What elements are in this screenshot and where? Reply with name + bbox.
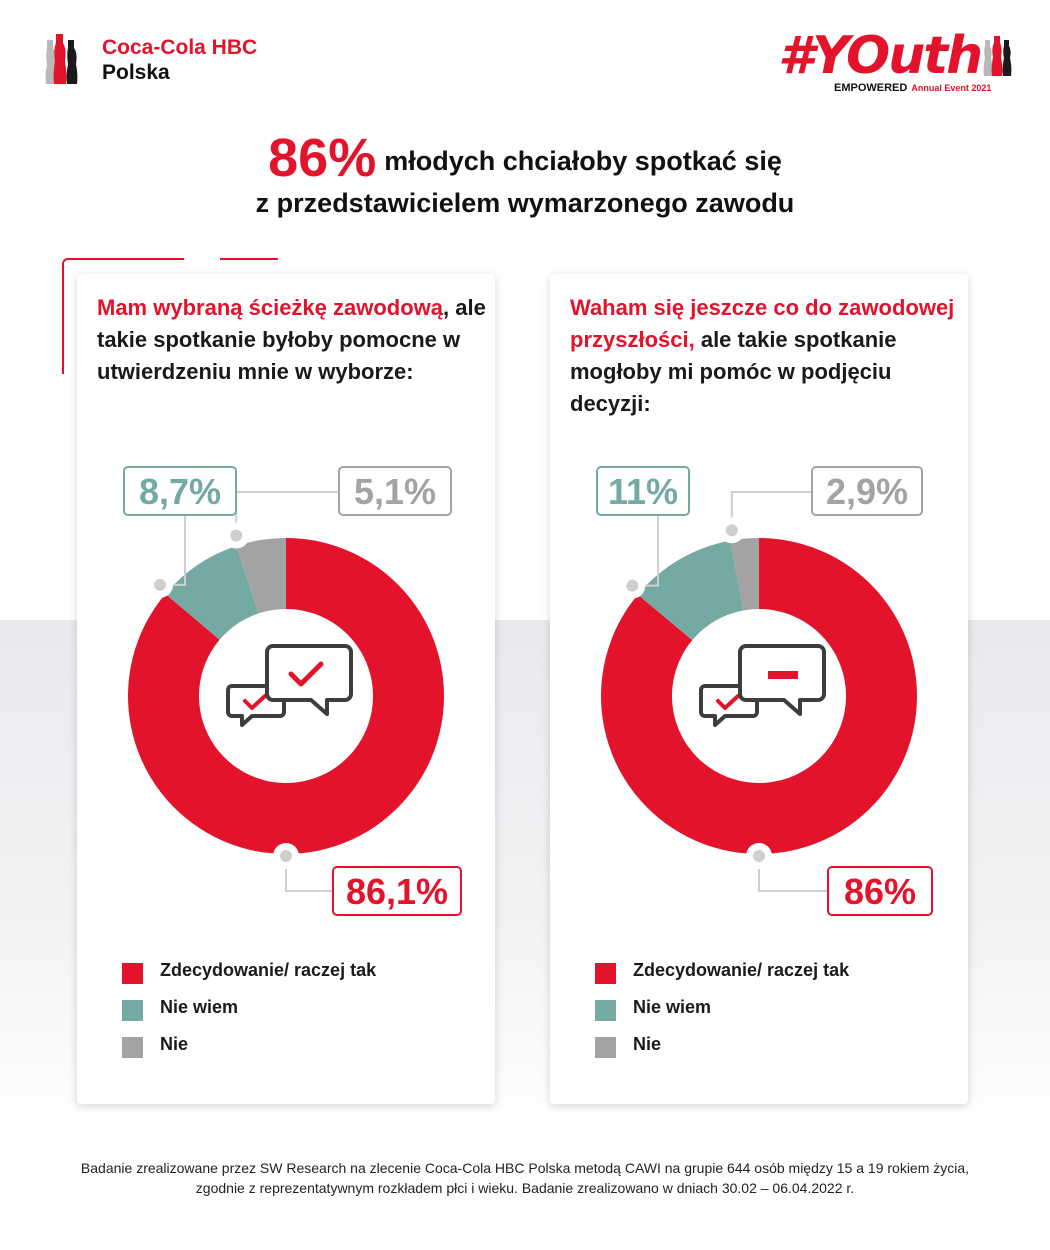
label-no-box bbox=[338, 466, 452, 516]
headline-line2: z przedstawicielem wymarzonego zawodu bbox=[255, 188, 795, 218]
youth-logo-sub: EMPOWERED Annual Event 2021 bbox=[834, 82, 992, 94]
legend-swatch-red bbox=[595, 963, 616, 984]
card-2-title-highlight: Waham się jeszcze co do zawodowej przysz… bbox=[570, 295, 955, 352]
card-1-title-rest: , ale takie spotkanie byłoby pomocne w u… bbox=[97, 295, 486, 384]
donut-slice-no bbox=[236, 538, 286, 614]
legend-label: Nie wiem bbox=[633, 997, 712, 1017]
brand-name: Coca-Cola HBC bbox=[102, 36, 258, 59]
donut-chart-2: 2,9% 11% 86% bbox=[596, 466, 933, 916]
label-no-box bbox=[811, 466, 923, 516]
headline: 86% młodych chciałoby spotkać się z przed… bbox=[0, 131, 1050, 221]
connector-line bbox=[235, 491, 339, 536]
youth-logo-event: Annual Event 2021 bbox=[911, 83, 992, 93]
youth-logo-word: #YOuth bbox=[778, 26, 983, 86]
label-dont-know-box bbox=[123, 466, 237, 516]
chart-card-2: Waham się jeszcze co do zawodowej przysz… bbox=[550, 274, 968, 1104]
donut-slice-yes bbox=[128, 538, 444, 854]
legend-swatch-teal bbox=[595, 1000, 616, 1021]
headline-line1: młodych chciałoby spotkać się bbox=[384, 146, 782, 176]
label-yes-box bbox=[827, 866, 933, 916]
footnote: Badanie zrealizowane przez SW Research n… bbox=[80, 1160, 970, 1196]
card-1-title-highlight: Mam wybraną ścieżkę zawodową bbox=[97, 295, 444, 320]
bottles-icon bbox=[983, 36, 1012, 76]
brand-country: Polska bbox=[102, 61, 170, 84]
data-label-text: 11% bbox=[608, 471, 678, 512]
legend-swatch-grey bbox=[595, 1037, 616, 1058]
donut-chart-1: 5,1% 8,7% 86,1% bbox=[123, 466, 462, 916]
chat-check-icon bbox=[226, 644, 353, 727]
decor-corner-line bbox=[62, 258, 184, 374]
legend-swatch-teal bbox=[122, 1000, 143, 1021]
data-label-text: 86,1% bbox=[346, 871, 448, 912]
connector-dot bbox=[626, 579, 639, 592]
donut-slice-yes bbox=[601, 538, 917, 854]
connector-dot bbox=[280, 850, 292, 862]
bottles-icon bbox=[45, 34, 78, 84]
chart-card-1: Mam wybraną ścieżkę zawodową, ale takie … bbox=[77, 274, 495, 1104]
connector-dot bbox=[725, 524, 738, 537]
label-dont-know-box bbox=[596, 466, 690, 516]
legend-label: Nie bbox=[633, 1034, 662, 1054]
headline-highlight: 86% bbox=[268, 128, 377, 188]
data-label-text: 2,9% bbox=[826, 471, 908, 512]
coca-cola-hbc-logo: Coca-Cola HBC Polska bbox=[42, 30, 362, 90]
chat-minus-icon bbox=[699, 644, 826, 727]
connector-line bbox=[730, 491, 812, 531]
legend-label: Zdecydowanie/ raczej tak bbox=[160, 960, 377, 980]
label-yes-box bbox=[332, 866, 462, 916]
card-2-title: Waham się jeszcze co do zawodowej przysz… bbox=[570, 292, 960, 420]
donut-slice-dont-know bbox=[637, 540, 744, 641]
legend-label: Zdecydowanie/ raczej tak bbox=[633, 960, 850, 980]
data-label-text: 5,1% bbox=[354, 471, 436, 512]
card-2-title-rest: ale takie spotkanie mogłoby mi pomóc w p… bbox=[570, 327, 897, 416]
legend-label: Nie wiem bbox=[160, 997, 239, 1017]
card-1-title: Mam wybraną ścieżkę zawodową, ale takie … bbox=[97, 292, 487, 388]
connector-dot bbox=[753, 850, 765, 862]
donut-slice-no bbox=[730, 538, 759, 611]
legend-swatch-grey bbox=[122, 1037, 143, 1058]
legend-swatch-red bbox=[122, 963, 143, 984]
decor-dash-line bbox=[220, 258, 278, 260]
donut-slice-dont-know bbox=[165, 546, 259, 640]
legend-label: Nie bbox=[160, 1034, 189, 1054]
connector-dot bbox=[230, 529, 243, 542]
youth-empowered-logo: #YOuth EMPOWERED Annual Event 2021 bbox=[776, 26, 1016, 103]
connector-dot bbox=[154, 578, 167, 591]
data-label-text: 8,7% bbox=[139, 471, 221, 512]
data-label-text: 86% bbox=[844, 871, 916, 912]
